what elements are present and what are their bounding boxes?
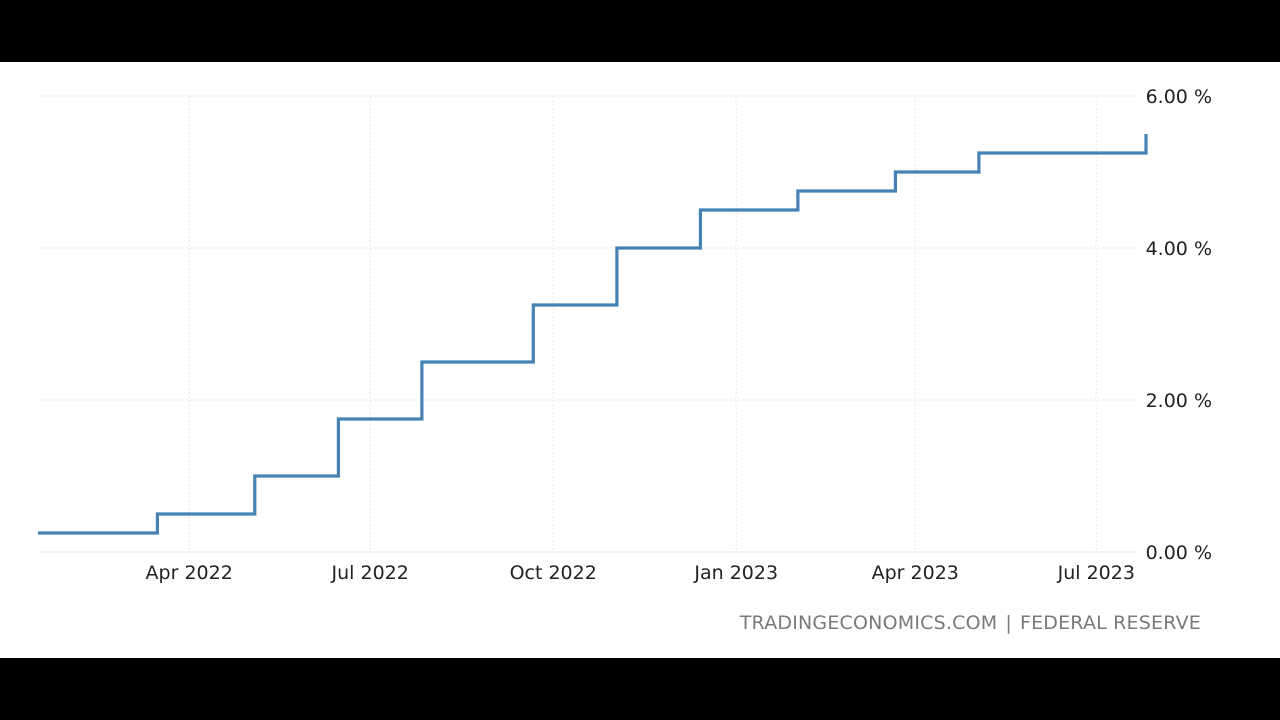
letterbox-bottom xyxy=(0,658,1280,720)
y-tick-label-0: 0.00 % xyxy=(1146,542,1212,564)
x-tick-label-2: Oct 2022 xyxy=(510,562,597,584)
label-layer: 0.00 % 2.00 % 4.00 % 6.00 % Apr 2022 Jul 2022… xyxy=(146,86,1212,584)
source-attribution: TRADINGECONOMICS.COM | FEDERAL RESERVE xyxy=(740,612,1201,634)
x-tick-label-4: Apr 2023 xyxy=(872,562,959,584)
chart-panel: 0.00 % 2.00 % 4.00 % 6.00 % Apr 2022 Jul 2022… xyxy=(0,62,1280,658)
y-tick-label-2: 4.00 % xyxy=(1146,238,1212,260)
series-line-0 xyxy=(38,134,1148,535)
source-separator: | xyxy=(1005,612,1012,634)
x-tick-label-1: Jul 2022 xyxy=(331,562,409,584)
source-provider: FEDERAL RESERVE xyxy=(1019,612,1201,634)
series-layer xyxy=(37,133,1148,535)
source-site: TRADINGECONOMICS.COM xyxy=(739,612,998,634)
x-tick-label-0: Apr 2022 xyxy=(146,562,233,584)
x-tick-label-5: Jul 2023 xyxy=(1057,562,1135,584)
interest-rate-chart: 0.00 % 2.00 % 4.00 % 6.00 % Apr 2022 Jul 2022… xyxy=(37,86,1212,584)
y-tick-label-1: 2.00 % xyxy=(1146,390,1212,412)
grid-layer xyxy=(38,95,1136,553)
x-tick-label-3: Jan 2023 xyxy=(693,562,778,584)
letterbox-top xyxy=(0,0,1280,62)
y-tick-label-3: 6.00 % xyxy=(1146,86,1212,108)
